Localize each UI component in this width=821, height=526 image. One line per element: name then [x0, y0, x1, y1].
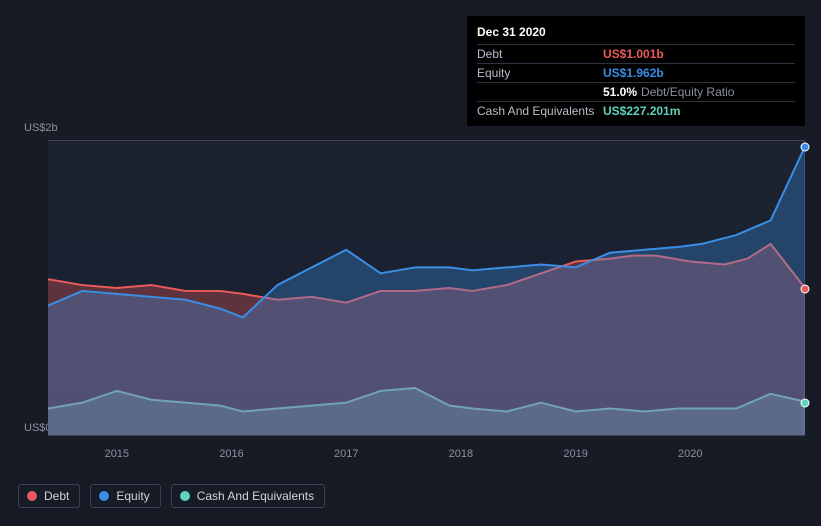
x-axis-tick-label: 2017	[334, 448, 358, 460]
chart-legend: Debt Equity Cash And Equivalents	[18, 484, 325, 508]
x-axis-tick-label: 2018	[449, 448, 473, 460]
x-axis-tick-label: 2016	[219, 448, 243, 460]
tooltip-ratio: 51.0%Debt/Equity Ratio	[603, 85, 734, 99]
hover-marker-equity	[801, 142, 810, 151]
tooltip-value: US$227.201m	[603, 104, 680, 118]
legend-label: Equity	[116, 489, 149, 503]
plot-area[interactable]	[48, 140, 805, 436]
tooltip-label: Debt	[477, 47, 603, 61]
tooltip-date: Dec 31 2020	[477, 22, 795, 44]
tooltip-value: US$1.962b	[603, 66, 664, 80]
tooltip-label: Cash And Equivalents	[477, 104, 603, 118]
legend-swatch	[99, 491, 109, 501]
plot-svg	[48, 141, 805, 435]
tooltip-label: Equity	[477, 66, 603, 80]
tooltip-value: US$1.001b	[603, 47, 664, 61]
tooltip-label	[477, 85, 603, 99]
y-axis-max-label: US$2b	[24, 122, 58, 134]
legend-swatch	[180, 491, 190, 501]
chart-tooltip: Dec 31 2020 Debt US$1.001b Equity US$1.9…	[467, 16, 805, 126]
x-axis-tick-label: 2015	[105, 448, 129, 460]
debt-equity-chart: Dec 31 2020 Debt US$1.001b Equity US$1.9…	[0, 0, 821, 526]
legend-item-debt[interactable]: Debt	[18, 484, 80, 508]
legend-item-equity[interactable]: Equity	[90, 484, 160, 508]
hover-marker-cash	[801, 399, 810, 408]
tooltip-row-ratio: 51.0%Debt/Equity Ratio	[477, 82, 795, 101]
legend-label: Debt	[44, 489, 69, 503]
legend-label: Cash And Equivalents	[197, 489, 314, 503]
tooltip-row-equity: Equity US$1.962b	[477, 63, 795, 82]
tooltip-row-debt: Debt US$1.001b	[477, 44, 795, 63]
tooltip-row-cash: Cash And Equivalents US$227.201m	[477, 101, 795, 120]
x-axis-tick-label: 2019	[563, 448, 587, 460]
hover-marker-debt	[801, 285, 810, 294]
legend-swatch	[27, 491, 37, 501]
x-axis-tick-label: 2020	[678, 448, 702, 460]
legend-item-cash[interactable]: Cash And Equivalents	[171, 484, 325, 508]
